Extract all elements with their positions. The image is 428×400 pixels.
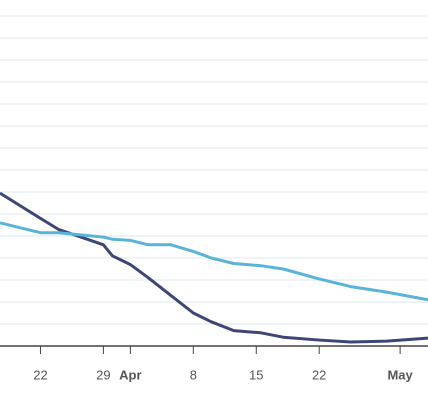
x-tick-label: 8 (190, 367, 197, 382)
x-tick-label: Apr (119, 367, 141, 382)
x-tick-label: 29 (96, 367, 110, 382)
series-line (0, 221, 428, 302)
x-tick-label: May (387, 367, 413, 382)
x-tick-label: 22 (33, 367, 47, 382)
series-line (0, 191, 428, 344)
x-tick-label: 15 (249, 367, 263, 382)
x-tick-label: 22 (312, 367, 326, 382)
